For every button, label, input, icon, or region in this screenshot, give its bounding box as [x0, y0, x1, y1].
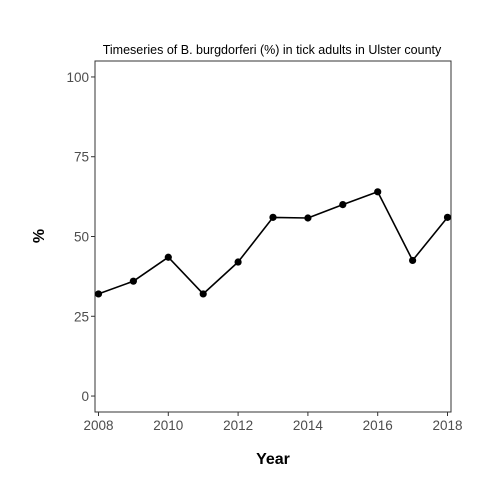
data-point	[409, 256, 417, 265]
data-point	[269, 213, 277, 221]
plot-panel	[94, 60, 452, 413]
x-axis-title: Year	[256, 451, 290, 468]
x-tick-label: 2016	[363, 418, 393, 433]
data-point	[374, 188, 382, 196]
data-point	[234, 258, 242, 266]
x-tick-label: 2014	[293, 418, 324, 433]
data-point	[339, 200, 347, 209]
chart-title: Timeseries of B. burgdorferi (%) in tick…	[103, 43, 442, 57]
x-tick-label: 2010	[153, 418, 183, 433]
data-point	[94, 290, 103, 298]
series	[94, 188, 452, 298]
data-point	[164, 253, 172, 261]
data-point	[443, 213, 452, 221]
data-point	[199, 290, 207, 298]
y-tick-label: 50	[74, 230, 89, 245]
x-axis: 2008 2010 2012 2014 2016 2018	[83, 412, 463, 433]
y-tick-label: 75	[74, 150, 89, 165]
data-point	[304, 214, 312, 222]
x-tick-label: 2018	[432, 418, 462, 433]
y-tick-label: 25	[74, 309, 89, 324]
x-tick-label: 2012	[223, 418, 253, 433]
y-tick-label: 100	[66, 70, 89, 85]
y-axis-title: %	[31, 229, 48, 243]
y-axis: 0 25 50 75 100	[66, 70, 95, 404]
y-tick-label: 0	[81, 389, 89, 404]
x-tick-label: 2008	[83, 418, 113, 433]
data-point	[129, 277, 137, 285]
